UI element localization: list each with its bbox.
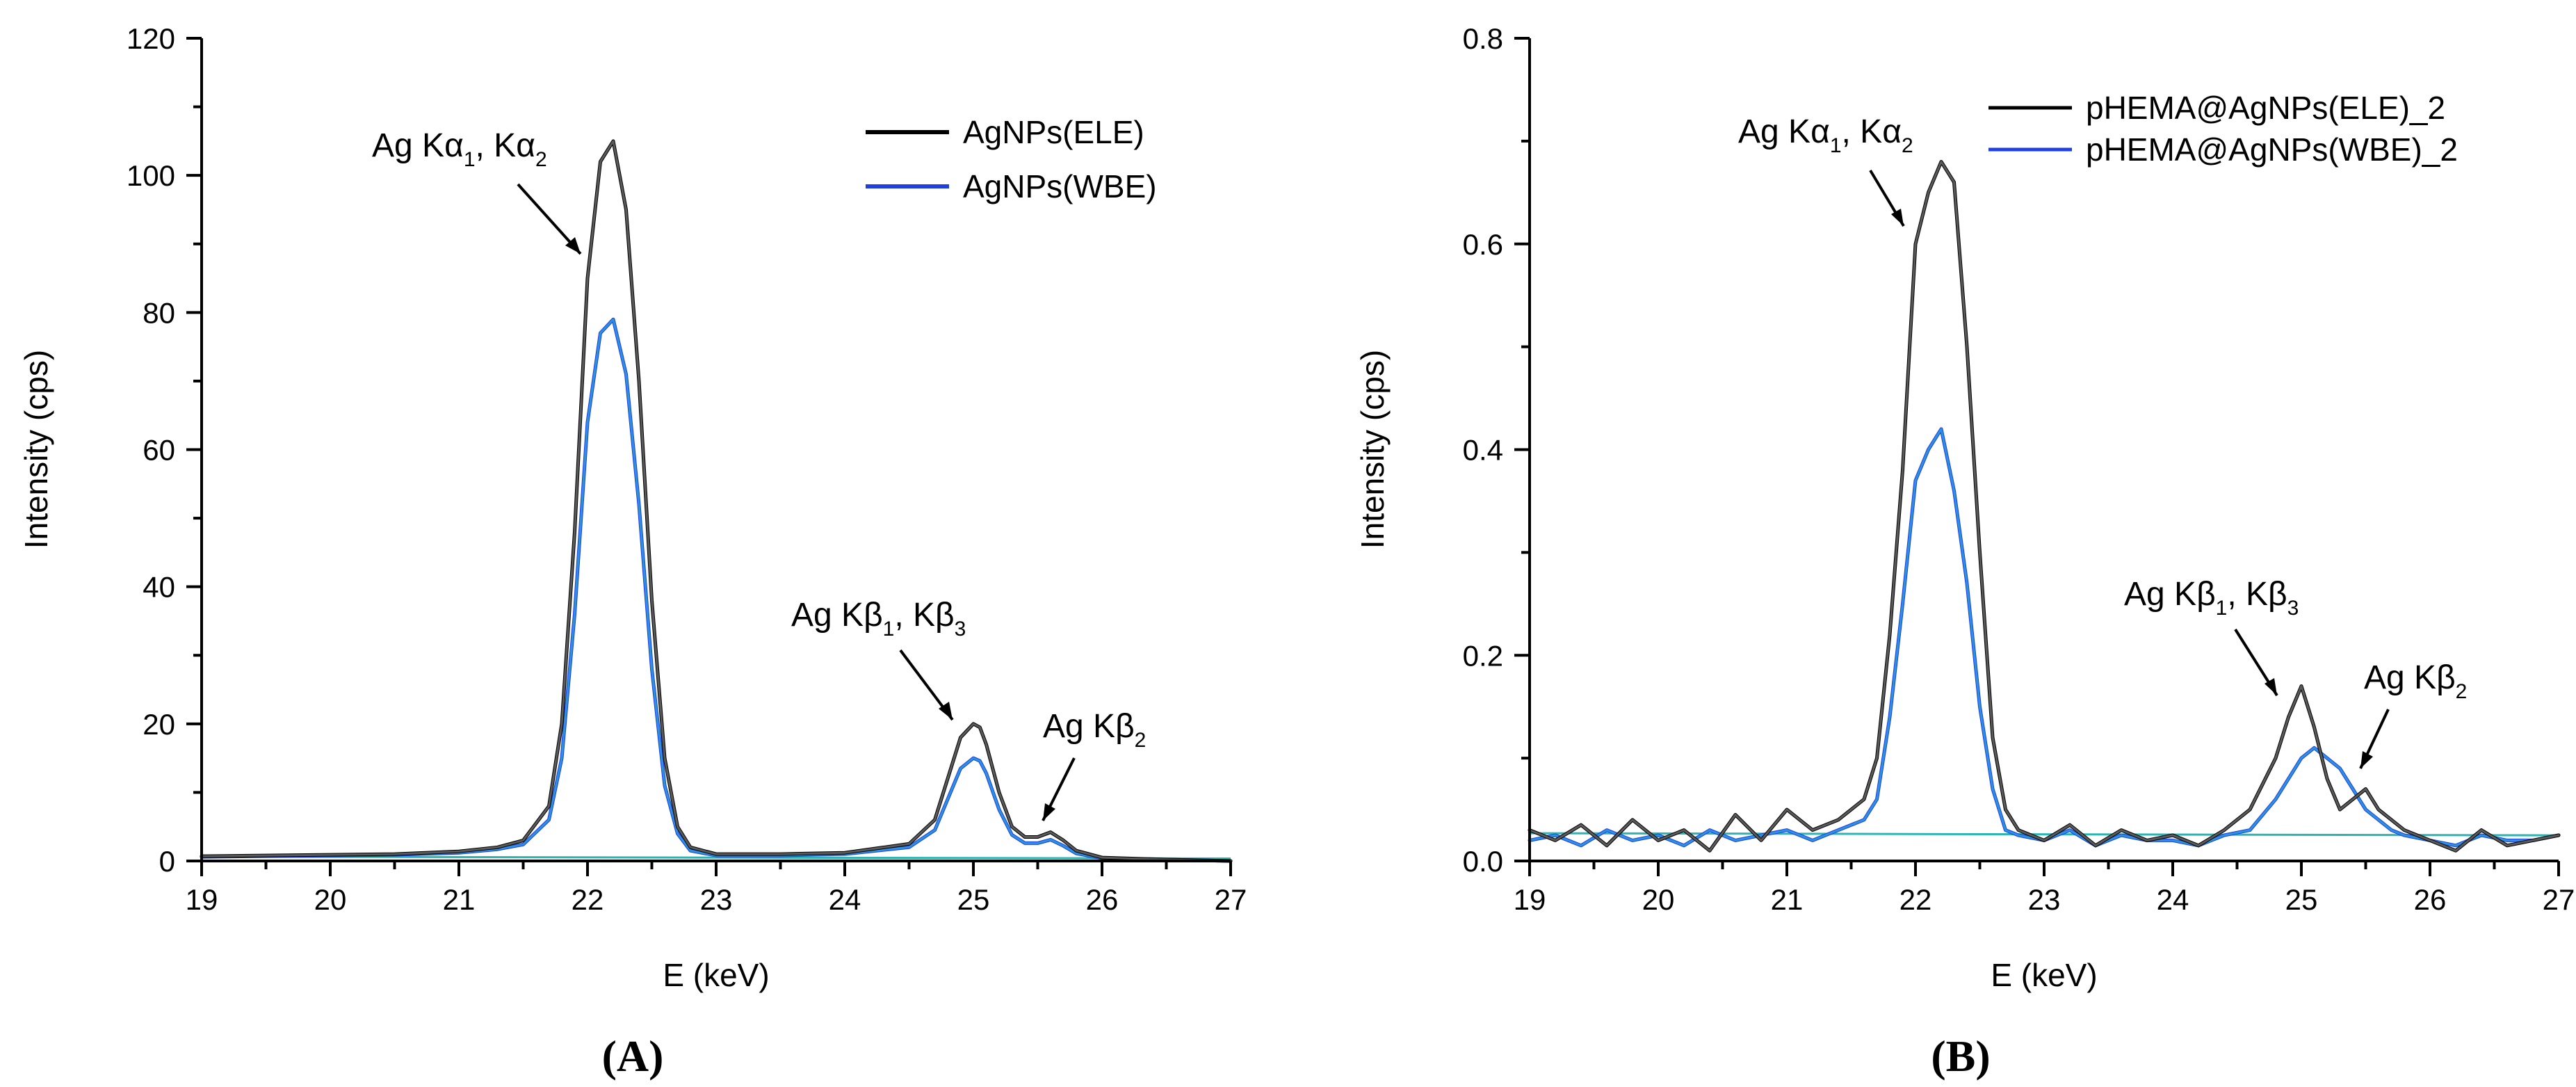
series-line-AgNPs(ELE) <box>200 139 1233 863</box>
y-tick-label: 0.4 <box>1463 434 1503 467</box>
panel-a-y-ticks: 0 20 40 60 80 100 120 <box>127 22 202 878</box>
y-tick-label: 0 <box>159 845 175 878</box>
anno-ka-a: Ag Kα1, Kα2 <box>372 127 547 171</box>
arrowhead-kb13-b <box>2265 678 2277 695</box>
legend-label-ele: AgNPs(ELE) <box>963 114 1144 150</box>
panel-b-legend: pHEMA@AgNPs(ELE)_2 pHEMA@AgNPs(WBE)_2 <box>1988 90 2458 168</box>
panel-b-label: (B) <box>1931 1031 1990 1081</box>
panel-a-x-title: E (keV) <box>663 957 769 993</box>
panel-a-label: (A) <box>602 1031 664 1081</box>
arrowhead-ka-b <box>1891 209 1904 226</box>
y-tick-label: 100 <box>127 159 175 192</box>
arrowhead-kb2-a <box>1043 803 1055 821</box>
x-tick-label: 19 <box>186 883 218 916</box>
anno-kb13-a: Ag Kβ1, Kβ3 <box>791 597 966 641</box>
series-line-pHEMA@AgNPs(ELE)_2 <box>1528 160 2561 853</box>
y-tick-label: 40 <box>143 571 175 604</box>
x-tick-label: 23 <box>2028 883 2061 916</box>
panel-a-curves <box>200 139 1233 863</box>
arrowhead-kb13-a <box>939 702 953 720</box>
anno-kb2-b: Ag Kβ2 <box>2364 659 2467 703</box>
x-tick-label: 26 <box>2414 883 2447 916</box>
panel-b-y-ticks: 0.0 0.2 0.4 0.6 0.8 <box>1463 22 1530 878</box>
panel-a-y-title: Intensity (cps) <box>18 350 54 549</box>
arrowhead-kb2-b <box>2360 751 2373 768</box>
baseline-fit <box>201 855 1231 860</box>
x-tick-label: 27 <box>2543 883 2575 916</box>
arrowhead-ka-a <box>565 237 581 254</box>
x-tick-label: 20 <box>314 883 347 916</box>
x-tick-label: 20 <box>1642 883 1675 916</box>
panel-b-x-ticks: 19 20 21 22 23 24 25 26 27 <box>1514 861 2575 916</box>
x-tick-label: 21 <box>1771 883 1804 916</box>
panel-a-x-ticks: 19 20 21 22 23 24 25 26 27 <box>186 861 1247 916</box>
legend-label-phema-wbe: pHEMA@AgNPs(WBE)_2 <box>2086 131 2458 168</box>
fit-line-AgNPs(WBE) <box>200 318 1232 862</box>
y-tick-label: 0.0 <box>1463 845 1503 878</box>
panel-b-x-title: E (keV) <box>1991 957 2097 993</box>
legend-label-phema-ele: pHEMA@AgNPs(ELE)_2 <box>2086 90 2445 126</box>
series-line-pHEMA@AgNPs(WBE)_2 <box>1528 427 2561 848</box>
x-tick-label: 21 <box>443 883 476 916</box>
panel-b-curves <box>1528 160 2561 853</box>
anno-ka-b: Ag Kα1, Kα2 <box>1738 113 1913 157</box>
x-tick-label: 25 <box>957 883 990 916</box>
fit-line-pHEMA@AgNPs(WBE)_2 <box>1528 428 2560 847</box>
panel-b-annotations: Ag Kα1, Kα2 Ag Kβ1, Kβ3 Ag Kβ2 <box>1738 113 2467 769</box>
fit-line-AgNPs(ELE) <box>200 140 1232 862</box>
x-tick-label: 22 <box>1899 883 1932 916</box>
anno-kb2-a: Ag Kβ2 <box>1043 708 1146 752</box>
y-tick-label: 120 <box>127 22 175 55</box>
x-tick-label: 19 <box>1514 883 1546 916</box>
x-tick-label: 27 <box>1215 883 1247 916</box>
x-tick-label: 26 <box>1086 883 1119 916</box>
anno-kb13-b: Ag Kβ1, Kβ3 <box>2124 576 2299 620</box>
y-tick-label: 60 <box>143 434 175 467</box>
panel-a-legend: AgNPs(ELE) AgNPs(WBE) <box>866 114 1157 204</box>
y-tick-label: 0.6 <box>1463 228 1503 261</box>
y-tick-label: 20 <box>143 708 175 741</box>
x-tick-label: 25 <box>2285 883 2318 916</box>
panel-b: 19 20 21 22 23 24 25 26 27 0.0 0.2 0.4 0.6 0.8 E (ke… <box>1354 22 2575 1081</box>
panel-a-annotations: Ag Kα1, Kα2 Ag Kβ1, Kβ3 Ag Kβ2 <box>372 127 1146 821</box>
fit-line-pHEMA@AgNPs(ELE)_2 <box>1528 161 2560 852</box>
x-tick-label: 24 <box>829 883 861 916</box>
x-tick-label: 23 <box>700 883 733 916</box>
y-tick-label: 0.8 <box>1463 22 1503 55</box>
series-line-AgNPs(WBE) <box>200 317 1233 863</box>
legend-label-wbe: AgNPs(WBE) <box>963 168 1157 204</box>
panel-a: 19 20 21 22 23 24 25 26 27 0 20 40 60 80 100 120 E (ke… <box>18 22 1247 1081</box>
y-tick-label: 0.2 <box>1463 639 1503 672</box>
panel-b-y-title: Intensity (cps) <box>1354 350 1391 549</box>
y-tick-label: 80 <box>143 296 175 329</box>
x-tick-label: 24 <box>2157 883 2189 916</box>
x-tick-label: 22 <box>572 883 604 916</box>
